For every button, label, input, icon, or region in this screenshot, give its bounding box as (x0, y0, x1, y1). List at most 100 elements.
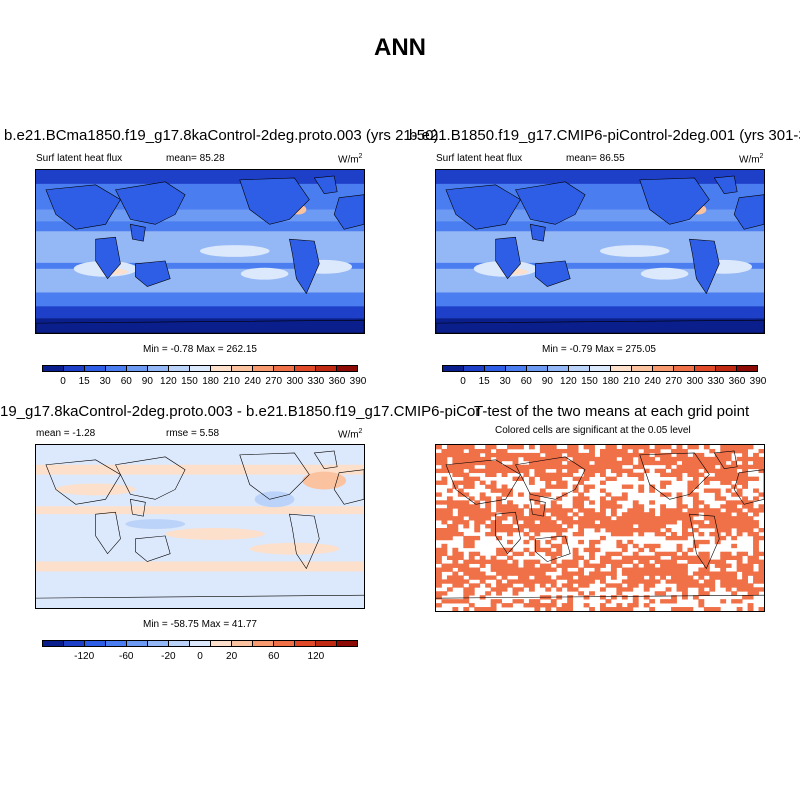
significant-cell (468, 587, 475, 592)
significant-cell (747, 591, 754, 596)
significant-cell (682, 464, 688, 470)
significant-cell (736, 520, 743, 525)
colorbar-tick-label: 60 (120, 376, 132, 387)
significant-cell (589, 543, 595, 549)
significant-cell (457, 579, 464, 584)
significant-cell (512, 508, 519, 513)
significant-cell (643, 512, 650, 517)
significant-cell (479, 559, 486, 564)
significant-cell (496, 579, 502, 584)
significant-cell (567, 587, 574, 592)
colorbar-swatch (464, 366, 485, 371)
significant-cell (692, 480, 699, 485)
significant-cell (452, 583, 459, 588)
significant-cell (758, 579, 764, 584)
significant-cell (523, 583, 530, 588)
significant-cell (725, 445, 732, 450)
significant-cell (556, 448, 563, 454)
significant-cell (539, 567, 546, 572)
significant-cell (534, 464, 541, 470)
colorbar-tick-label: 240 (644, 376, 661, 387)
significant-cell (627, 520, 634, 525)
significant-cell (643, 555, 650, 561)
significant-cell (539, 583, 546, 588)
significant-cell (534, 567, 541, 572)
significant-cell (616, 583, 623, 588)
significant-cell (736, 528, 743, 533)
significant-cell (468, 512, 475, 517)
colorbar-tick-label: 240 (244, 376, 261, 387)
significant-cell (468, 591, 475, 596)
significant-cell (518, 575, 524, 580)
significant-cell (605, 599, 612, 604)
significant-cell (523, 516, 530, 521)
significant-cell (545, 456, 552, 462)
significant-cell (457, 452, 464, 458)
significant-cell (578, 508, 584, 513)
significant-cell (703, 476, 710, 481)
significant-cell (671, 599, 677, 604)
significant-cell (501, 551, 508, 557)
significant-cell (698, 464, 705, 470)
significant-cell (747, 476, 754, 481)
significant-cell (736, 500, 743, 505)
significant-cell (479, 516, 486, 521)
significant-cell (468, 535, 475, 541)
significant-cell (485, 583, 492, 588)
significant-cell (649, 571, 656, 576)
significant-cell (496, 528, 502, 533)
significant-cell (534, 539, 541, 545)
significant-cell (731, 484, 738, 489)
significant-cell (490, 567, 497, 572)
significant-cell (720, 535, 727, 541)
significant-cell (654, 520, 661, 525)
significant-cell (518, 468, 524, 474)
significant-cell (572, 587, 579, 592)
significant-cell (589, 547, 595, 553)
significant-cell (610, 551, 617, 557)
significant-cell (441, 520, 448, 525)
significant-cell (682, 583, 688, 588)
significant-cell (632, 579, 639, 584)
significant-cell (747, 504, 754, 509)
significant-cell (496, 551, 502, 557)
significant-cell (452, 555, 459, 561)
significant-cell (446, 587, 453, 592)
significant-cell (512, 512, 519, 517)
significant-cell (468, 448, 475, 454)
significant-cell (682, 595, 688, 600)
significant-cell (703, 524, 710, 529)
significant-cell (583, 524, 590, 529)
significant-cell (638, 460, 645, 466)
significant-cell (703, 551, 710, 557)
significant-cell (720, 496, 727, 501)
significant-cell (496, 571, 502, 576)
significant-cell (589, 551, 595, 557)
significant-cell (474, 516, 481, 521)
significant-cell (627, 528, 634, 533)
significant-cell (703, 539, 710, 545)
significant-cell (578, 516, 584, 521)
significant-cell (616, 516, 623, 521)
significant-cell (703, 512, 710, 517)
significant-cell (496, 504, 502, 509)
significant-cell (605, 528, 612, 533)
significant-cell (703, 460, 710, 466)
significant-cell (528, 563, 535, 568)
significant-cell (446, 555, 453, 561)
significant-cell (687, 547, 694, 553)
significant-cell (496, 587, 502, 592)
colorbar-swatch (274, 641, 295, 646)
significant-cell (600, 607, 606, 611)
significant-cell (463, 543, 470, 549)
significant-cell (501, 603, 508, 608)
significant-cell (539, 520, 546, 525)
significant-cell (561, 484, 568, 489)
significant-cell (714, 520, 721, 525)
significant-cell (479, 595, 486, 600)
significant-cell (556, 575, 563, 580)
significant-cell (758, 504, 764, 509)
significant-cell (567, 579, 574, 584)
significant-cell (605, 476, 612, 481)
significant-cell (725, 516, 732, 521)
